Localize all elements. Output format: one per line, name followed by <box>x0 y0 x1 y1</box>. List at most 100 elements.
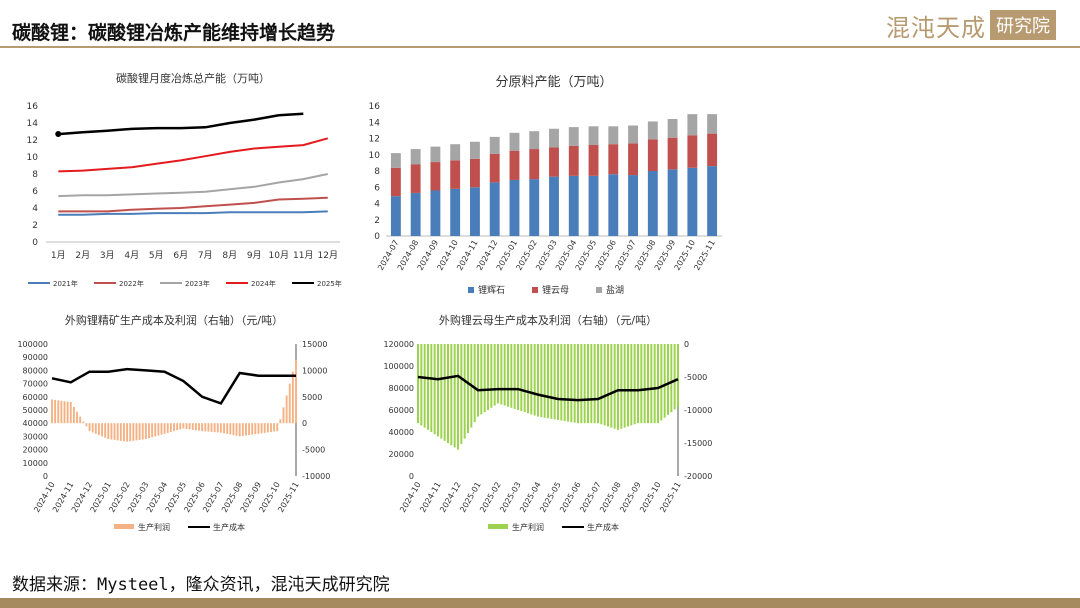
legend-label: 锂云母 <box>542 284 569 296</box>
y-tick-label: 70000 <box>23 380 48 389</box>
y2-tick-label: 0 <box>684 340 689 349</box>
profit-bar <box>257 423 260 434</box>
profit-bar <box>520 344 523 412</box>
profit-bar <box>663 344 666 418</box>
profit-bar <box>72 406 75 424</box>
profit-bar <box>135 423 138 441</box>
legend-label: 盐湖 <box>606 284 624 296</box>
bar-1 <box>687 135 698 168</box>
y-tick-label: 12 <box>369 135 380 145</box>
y-tick-label: 20000 <box>389 450 414 459</box>
profit-bar <box>630 344 633 426</box>
profit-bar <box>523 344 526 413</box>
y-tick-label: 60000 <box>389 406 414 415</box>
brand-logo: 混沌天成 研究院 <box>886 10 1056 42</box>
y-tick-label: 0 <box>43 472 48 481</box>
legend-swatch <box>488 524 508 529</box>
profit-bar <box>547 344 549 419</box>
profit-bar <box>169 423 172 432</box>
profit-bar <box>497 344 499 404</box>
profit-bar <box>260 423 263 434</box>
profit-bar <box>460 344 463 445</box>
profit-bar <box>533 344 536 416</box>
x-tick-label: 7月 <box>198 250 213 261</box>
profit-bar <box>132 423 135 441</box>
profit-bar <box>138 423 141 440</box>
profit-bar <box>204 423 207 432</box>
profit-bar <box>154 423 157 437</box>
y2-tick-label: -10000 <box>302 472 330 481</box>
profit-bar <box>517 344 519 410</box>
profit-bar <box>245 423 247 436</box>
profit-bar <box>104 423 107 438</box>
bar-0 <box>628 175 638 236</box>
profit-bar <box>285 395 288 424</box>
profit-bar <box>141 423 144 440</box>
bar-0 <box>470 187 480 236</box>
bar-2 <box>707 114 718 134</box>
series-point <box>55 131 62 138</box>
y-tick-label: 0 <box>374 232 380 242</box>
y-tick-label: 100000 <box>383 362 414 371</box>
profit-bar <box>173 423 175 432</box>
profit-bar <box>483 344 486 413</box>
profit-bar <box>503 344 506 406</box>
bar-2 <box>628 125 638 144</box>
profit-bar <box>273 423 276 432</box>
chart-title: 外购锂精矿生产成本及利润（右轴）（元/吨） <box>65 313 283 327</box>
bar-1 <box>430 162 441 191</box>
profit-bar <box>657 344 659 424</box>
profit-bar <box>527 344 529 414</box>
profit-bar <box>229 423 232 435</box>
profit-bar <box>235 423 238 436</box>
bar-0 <box>489 182 500 236</box>
y-tick-label: 14 <box>27 119 39 129</box>
legend-label: 锂辉石 <box>478 284 505 296</box>
profit-bar <box>213 423 216 433</box>
y2-tick-label: 15000 <box>302 340 327 349</box>
chart-spodumene-cost-profit: 外购锂精矿生产成本及利润（右轴）（元/吨） 0 10000 20000 30000 400… <box>17 313 330 532</box>
profit-bar <box>157 423 160 436</box>
y-tick-label: 12 <box>27 136 38 146</box>
x-tick-label: 5月 <box>149 250 164 261</box>
chart-monthly-capacity: 碳酸锂月度冶炼总产能（万吨） 0 2 4 6 8 10 12 14 16 1月 2月 3月 4月 5月 6月 7… <box>27 71 342 288</box>
y2-tick-label: 10000 <box>302 366 327 375</box>
bar-1 <box>549 147 559 177</box>
profit-bar <box>637 344 639 424</box>
y-tick-label: 10000 <box>23 459 48 468</box>
x-tick-label: 6月 <box>173 250 188 261</box>
profit-bar <box>457 344 459 450</box>
profit-bar <box>76 411 78 424</box>
profit-bar <box>580 344 583 424</box>
y-tick-label: 16 <box>369 102 381 112</box>
profit-bar <box>226 423 229 434</box>
series-line-1 <box>58 196 328 213</box>
y-tick-label: 40000 <box>389 428 414 437</box>
profit-bar <box>563 344 566 421</box>
profit-bar <box>123 423 125 442</box>
bar-2 <box>549 128 559 148</box>
profit-bar <box>430 344 433 432</box>
profit-bar <box>633 344 636 425</box>
y-tick-label: 4 <box>374 200 380 210</box>
profit-bar <box>160 423 163 435</box>
bar-0 <box>529 179 540 236</box>
profit-bar <box>188 423 191 430</box>
series-line-2 <box>58 173 329 198</box>
y-tick-label: 16 <box>27 102 39 112</box>
profit-bar <box>241 423 244 436</box>
profit-bar <box>85 423 88 427</box>
profit-bar <box>182 423 185 429</box>
bar-0 <box>608 174 619 236</box>
profit-bar <box>110 423 113 440</box>
legend-label: 2024年 <box>251 279 276 288</box>
y2-tick-label: -5000 <box>684 373 707 382</box>
y-tick-label: 8 <box>32 170 38 180</box>
bar-0 <box>410 192 421 236</box>
x-tick-label: 12月 <box>318 250 338 261</box>
profit-bar <box>600 344 603 425</box>
profit-bar <box>254 423 257 435</box>
profit-bar <box>166 423 169 433</box>
profit-bar <box>587 344 589 424</box>
profit-bar <box>557 344 559 420</box>
